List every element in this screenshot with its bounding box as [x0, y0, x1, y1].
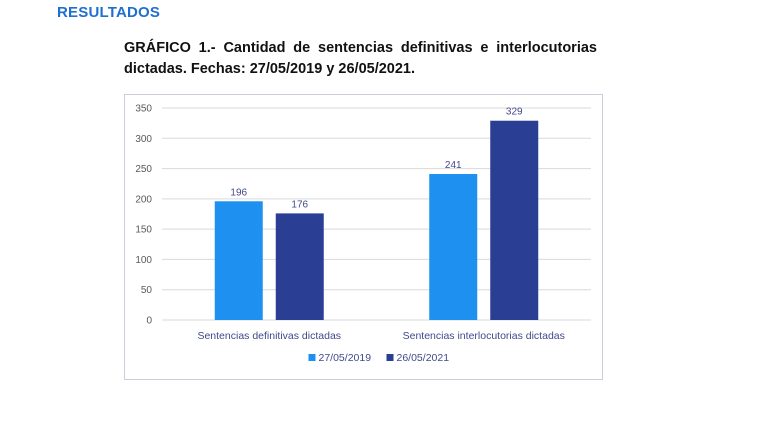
data-label: 329 — [506, 107, 523, 118]
bar-chart: 0 50 100 150 200 250 300 350 196 176 241 329 Sente… — [135, 104, 591, 364]
bar — [429, 174, 478, 320]
legend-label: 26/05/2021 — [397, 352, 450, 364]
bars — [214, 120, 539, 320]
y-tick-label: 150 — [135, 225, 152, 236]
chart-frame: 0 50 100 150 200 250 300 350 196 176 241 329 Sente… — [124, 94, 603, 380]
y-tick-label: 200 — [135, 194, 152, 205]
figure-caption: GRÁFICO 1.- Cantidad de sentencias defin… — [124, 40, 597, 77]
y-tick-label: 350 — [135, 104, 152, 115]
data-label: 241 — [445, 160, 462, 171]
data-label: 176 — [291, 199, 308, 210]
x-category-label: Sentencias definitivas dictadas — [197, 330, 341, 342]
legend-label: 27/05/2019 — [319, 352, 372, 364]
y-tick-label: 0 — [146, 316, 152, 327]
section-heading: RESULTADOS — [57, 4, 161, 21]
y-tick-label: 300 — [135, 134, 152, 145]
legend-swatch — [308, 354, 316, 361]
bar — [214, 201, 263, 320]
legend-swatch — [386, 354, 394, 361]
x-category-label: Sentencias interlocutorias dictadas — [403, 330, 565, 342]
y-tick-label: 250 — [135, 164, 152, 175]
legend: 27/05/2019 26/05/2021 — [308, 352, 450, 364]
data-labels: 196 176 241 329 — [230, 107, 523, 211]
data-label: 196 — [230, 187, 247, 198]
y-tick-label: 50 — [141, 285, 153, 296]
bar — [490, 120, 539, 320]
bar — [275, 213, 324, 320]
x-axis-categories: Sentencias definitivas dictadas Sentencia… — [197, 330, 564, 342]
y-tick-label: 100 — [135, 255, 152, 266]
y-axis-ticks: 0 50 100 150 200 250 300 350 — [135, 104, 152, 327]
